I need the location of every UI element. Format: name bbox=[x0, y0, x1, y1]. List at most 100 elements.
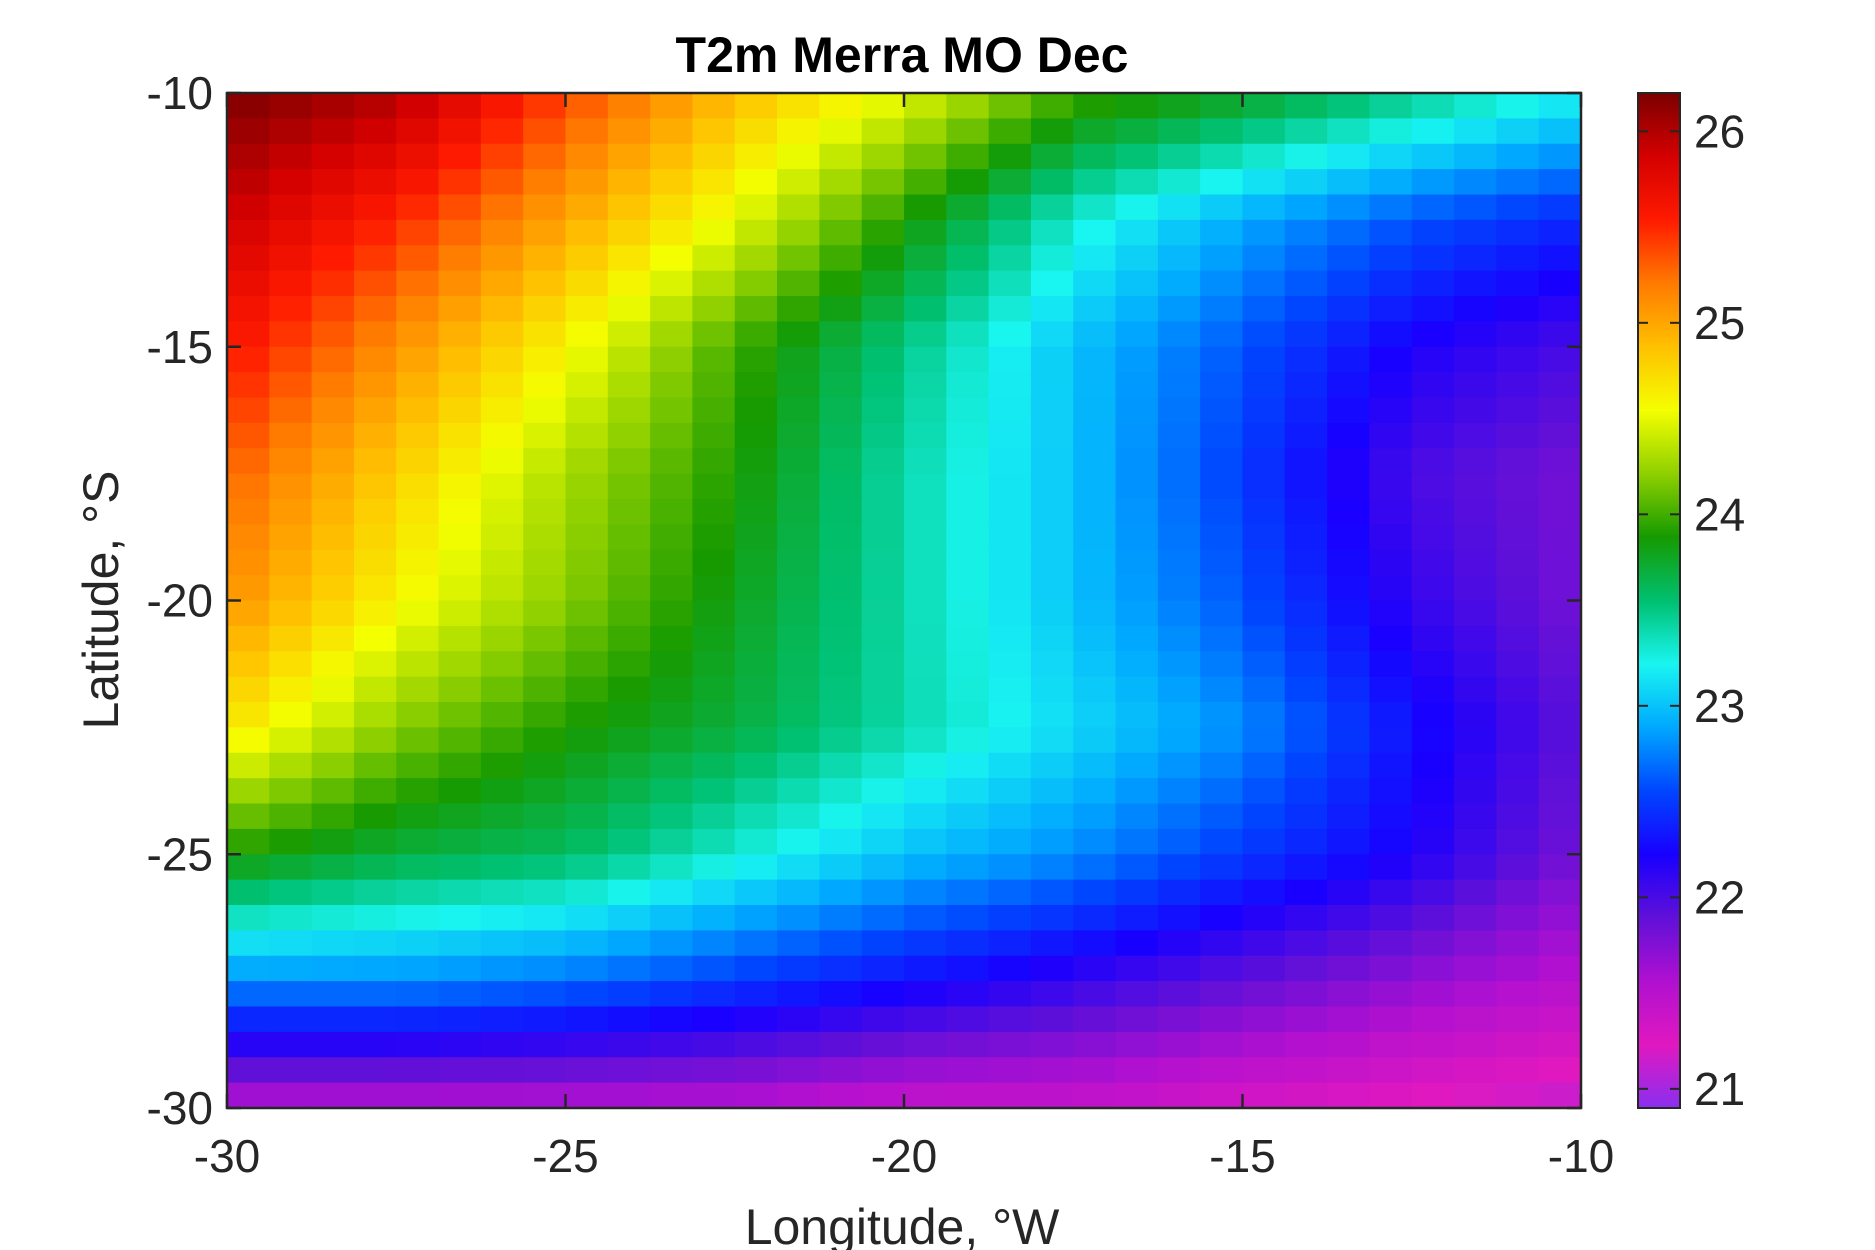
heatmap-cell bbox=[227, 372, 270, 399]
heatmap-cell bbox=[988, 981, 1032, 1008]
heatmap-cell bbox=[1327, 575, 1371, 602]
heatmap-cell bbox=[734, 194, 778, 221]
heatmap-cell bbox=[480, 524, 524, 551]
heatmap-cell bbox=[227, 321, 270, 348]
heatmap-cell bbox=[1073, 422, 1117, 449]
heatmap-cell bbox=[1115, 676, 1159, 703]
heatmap-cell bbox=[1284, 321, 1328, 348]
heatmap-cell bbox=[1157, 270, 1201, 297]
heatmap-cell bbox=[1538, 93, 1582, 119]
heatmap-cell bbox=[1454, 372, 1497, 399]
colorbar-tick-label: 22 bbox=[1694, 871, 1745, 923]
heatmap-cell bbox=[861, 676, 905, 703]
heatmap-cell bbox=[988, 828, 1032, 855]
colorbar-tick-label: 23 bbox=[1694, 680, 1745, 732]
heatmap-cell bbox=[1411, 499, 1455, 525]
heatmap-cell bbox=[438, 321, 482, 348]
y-tick-label: -10 bbox=[147, 67, 213, 119]
heatmap-cell bbox=[1073, 854, 1117, 881]
heatmap-cell bbox=[1030, 879, 1074, 906]
heatmap-cell bbox=[1030, 549, 1074, 576]
heatmap-cell bbox=[692, 905, 736, 931]
heatmap-cell bbox=[819, 1031, 863, 1058]
heatmap-cell bbox=[946, 702, 990, 728]
heatmap-cell bbox=[777, 727, 820, 754]
heatmap-cell bbox=[1073, 1082, 1117, 1109]
heatmap-cell bbox=[1369, 955, 1413, 982]
heatmap-cell bbox=[1242, 854, 1286, 881]
heatmap-cell bbox=[1538, 651, 1582, 678]
heatmap-cell bbox=[1200, 803, 1244, 830]
heatmap-cell bbox=[565, 524, 609, 551]
heatmap-cell bbox=[1073, 1057, 1117, 1084]
heatmap-cell bbox=[1369, 296, 1413, 322]
heatmap-cell bbox=[650, 1006, 694, 1033]
heatmap-cell bbox=[650, 169, 694, 196]
heatmap-cell bbox=[777, 1082, 820, 1109]
heatmap-cell bbox=[734, 828, 778, 855]
heatmap-cell bbox=[650, 321, 694, 348]
heatmap-cell bbox=[1157, 499, 1201, 525]
heatmap-cell bbox=[1115, 448, 1159, 475]
heatmap-cell bbox=[650, 905, 694, 931]
heatmap-cell bbox=[1200, 651, 1244, 678]
heatmap-cell bbox=[819, 930, 863, 957]
heatmap-cell bbox=[1496, 778, 1540, 805]
heatmap-cell bbox=[1200, 321, 1244, 348]
heatmap-cell bbox=[480, 397, 524, 424]
heatmap-cell bbox=[1030, 169, 1074, 196]
heatmap-cell bbox=[311, 778, 355, 805]
heatmap-cell bbox=[1284, 727, 1328, 754]
heatmap-cell bbox=[1496, 676, 1540, 703]
heatmap-cell bbox=[1496, 600, 1540, 627]
heatmap-cell bbox=[607, 118, 651, 145]
heatmap-cell bbox=[565, 118, 609, 145]
heatmap-cell bbox=[565, 575, 609, 602]
heatmap-cell bbox=[904, 372, 947, 399]
heatmap-cell bbox=[650, 955, 694, 982]
heatmap-cell bbox=[946, 1031, 990, 1058]
heatmap-cell bbox=[1200, 549, 1244, 576]
heatmap-cell bbox=[861, 346, 905, 373]
heatmap-cell bbox=[438, 930, 482, 957]
heatmap-cell bbox=[1073, 93, 1117, 119]
heatmap-cell bbox=[1284, 169, 1328, 196]
heatmap-cell bbox=[1327, 93, 1371, 119]
heatmap-cell bbox=[353, 1031, 397, 1058]
heatmap-cell bbox=[734, 346, 778, 373]
heatmap-cell bbox=[777, 372, 820, 399]
heatmap-cell bbox=[1242, 1031, 1286, 1058]
heatmap-cell bbox=[311, 828, 355, 855]
heatmap-cell bbox=[1538, 1031, 1582, 1058]
heatmap-cell bbox=[1115, 397, 1159, 424]
heatmap-cell bbox=[1496, 1057, 1540, 1084]
heatmap-cell bbox=[946, 194, 990, 221]
heatmap-cell bbox=[1157, 118, 1201, 145]
heatmap-cell bbox=[1157, 397, 1201, 424]
heatmap-cell bbox=[861, 549, 905, 576]
heatmap-cell bbox=[311, 955, 355, 982]
heatmap-cell bbox=[1411, 169, 1455, 196]
heatmap-cell bbox=[1157, 194, 1201, 221]
heatmap-cell bbox=[1115, 346, 1159, 373]
heatmap-cell bbox=[861, 702, 905, 728]
heatmap-cell bbox=[861, 651, 905, 678]
heatmap-cell bbox=[1411, 448, 1455, 475]
heatmap-cell bbox=[1242, 321, 1286, 348]
heatmap-cell bbox=[946, 1006, 990, 1033]
heatmap-cell bbox=[819, 854, 863, 881]
heatmap-cell bbox=[269, 372, 313, 399]
heatmap-cell bbox=[734, 473, 778, 500]
heatmap-cell bbox=[607, 549, 651, 576]
heatmap-cell bbox=[1327, 549, 1371, 576]
heatmap-cell bbox=[1411, 1082, 1455, 1109]
heatmap-cell bbox=[269, 346, 313, 373]
heatmap-cell bbox=[607, 219, 651, 246]
heatmap-cell bbox=[565, 270, 609, 297]
heatmap-cell bbox=[1454, 524, 1497, 551]
heatmap-cell bbox=[353, 118, 397, 145]
heatmap-cell bbox=[311, 930, 355, 957]
heatmap-cell bbox=[565, 448, 609, 475]
heatmap-cell bbox=[1454, 625, 1497, 652]
heatmap-cell bbox=[227, 854, 270, 881]
